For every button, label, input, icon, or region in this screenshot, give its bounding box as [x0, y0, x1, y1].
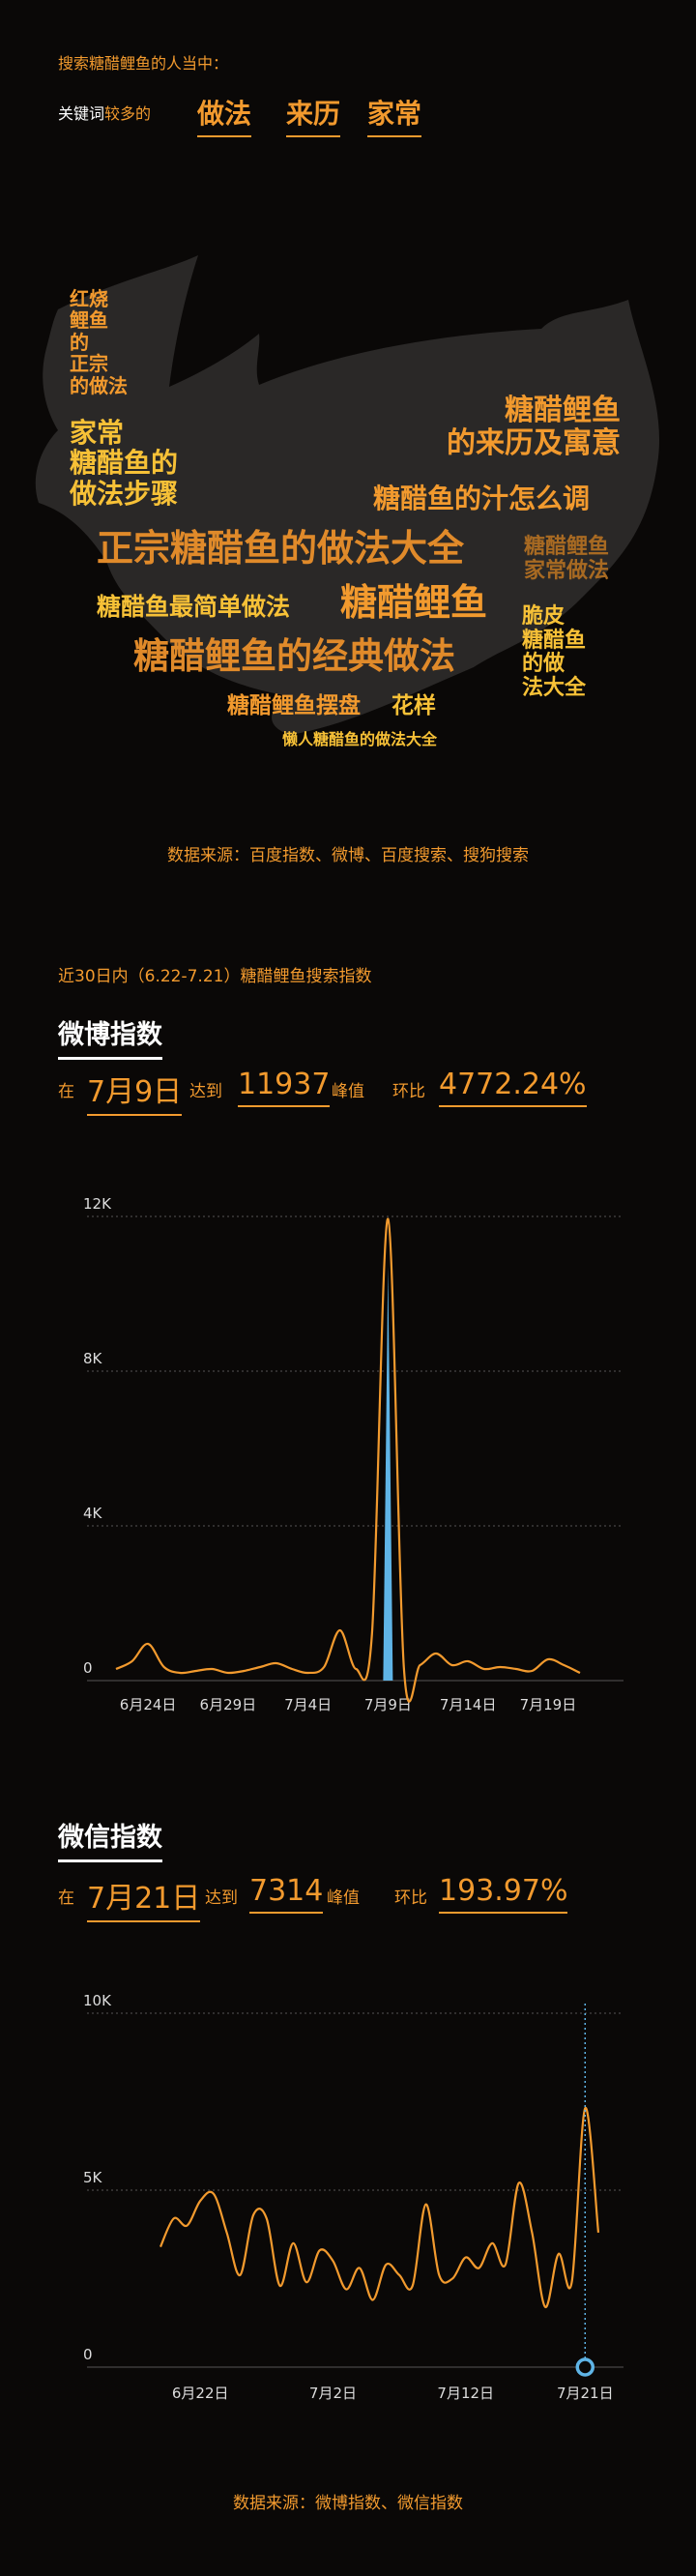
word-cloud-word: 糖醋鱼最简单做法	[97, 593, 291, 621]
x-tick-label: 7月14日	[440, 1696, 497, 1713]
word-cloud-word: 红烧 鲤鱼 的 正宗 的做法	[70, 287, 128, 397]
weibo-peak-label: 峰值	[332, 1082, 364, 1101]
word-cloud-word: 花样	[392, 693, 436, 718]
weibo-reach: 达到	[189, 1082, 222, 1101]
y-tick-label: 0	[83, 2346, 93, 2363]
source-note-1: 数据来源：百度指数、微博、百度搜索、搜狗搜索	[167, 846, 529, 865]
x-tick-label: 7月21日	[557, 2385, 614, 2402]
period-line: 近30日内（6.22-7.21）糖醋鲤鱼搜索指数	[58, 967, 372, 986]
wechat-reach: 达到	[205, 1888, 238, 1908]
y-tick-label: 12K	[83, 1195, 112, 1213]
wechat-at: 在	[58, 1888, 74, 1908]
x-tick-label: 7月4日	[284, 1696, 332, 1713]
wechat-peak-value: 7314	[249, 1874, 324, 1914]
y-tick-label: 10K	[83, 1992, 112, 2009]
weibo-peak-value: 11937	[238, 1068, 331, 1107]
wechat-title: 微信指数	[58, 1816, 162, 1862]
word-cloud-word: 懒人糖醋鱼的做法大全	[282, 730, 438, 748]
weibo-ratio: 4772.24%	[439, 1068, 587, 1107]
series-line	[115, 1217, 581, 1703]
wechat-chart: 0 5K 10K 6月22日 7月2日 7月12日 7月21日	[83, 1992, 624, 2402]
weibo-at: 在	[58, 1082, 74, 1101]
peak-marker	[575, 2357, 595, 2377]
weibo-title: 微博指数	[58, 1013, 162, 1060]
series-line	[159, 2107, 600, 2308]
x-tick-label: 6月29日	[200, 1696, 257, 1713]
wechat-ratio: 193.97%	[439, 1874, 568, 1914]
x-tick-label: 7月19日	[520, 1696, 577, 1713]
x-tick-label: 7月12日	[437, 2385, 494, 2402]
search-line: 搜索糖醋鲤鱼的人当中：	[58, 54, 229, 73]
word-cloud-word: 糖醋鲤鱼	[340, 581, 488, 624]
keyword-1: 做法	[197, 93, 252, 137]
weibo-ratio-label: 环比	[392, 1082, 425, 1101]
keyword-prefix-1: 关键词	[58, 104, 105, 123]
word-cloud-word: 糖醋鲤鱼摆盘	[227, 693, 361, 718]
word-cloud-word: 糖醋鲤鱼 的来历及寓意	[447, 394, 621, 460]
y-tick-label: 0	[83, 1659, 93, 1677]
y-tick-label: 4K	[83, 1505, 103, 1522]
wechat-date: 7月21日	[87, 1874, 201, 1922]
keyword-prefix: 关键词较多的	[58, 101, 151, 124]
y-tick-label: 5K	[83, 2169, 103, 2186]
word-cloud-word: 正宗糖醋鱼的做法大全	[97, 527, 465, 570]
wechat-ratio-label: 环比	[394, 1888, 427, 1908]
peak-bar	[383, 1267, 393, 1681]
x-tick-label: 6月22日	[172, 2385, 229, 2402]
x-tick-label: 6月24日	[120, 1696, 177, 1713]
word-cloud-word: 糖醋鲤鱼 家常做法	[524, 535, 610, 583]
source-note-2: 数据来源：微博指数、微信指数	[233, 2494, 463, 2513]
fish-silhouette	[35, 255, 660, 735]
y-tick-label: 8K	[83, 1350, 103, 1367]
wechat-peak-label: 峰值	[327, 1888, 360, 1908]
weibo-chart: 0 4K 8K 12K 6月24日 6月29日 7月4日 7月9日 7月14日 7月19日	[83, 1195, 624, 1713]
keyword-prefix-2: 较多的	[104, 104, 152, 123]
wechat-stats: 在 7月21日 达到 7314 峰值 环比 193.97%	[58, 1874, 677, 1922]
word-cloud-word: 糖醋鱼的汁怎么调	[373, 483, 591, 514]
word-cloud-word: 糖醋鲤鱼的经典做法	[133, 635, 455, 677]
word-cloud-word: 脆皮 糖醋鱼 的做 法大全	[522, 604, 587, 700]
x-tick-label: 7月9日	[364, 1696, 412, 1713]
weibo-stats: 在 7月9日 达到 11937 峰值 环比 4772.24%	[58, 1068, 677, 1116]
keyword-3: 家常	[367, 93, 422, 137]
weibo-date: 7月9日	[87, 1068, 183, 1116]
keyword-2: 来历	[286, 93, 341, 137]
x-tick-label: 7月2日	[309, 2385, 357, 2402]
word-cloud-word: 家常 糖醋鱼的 做法步骤	[70, 417, 179, 510]
